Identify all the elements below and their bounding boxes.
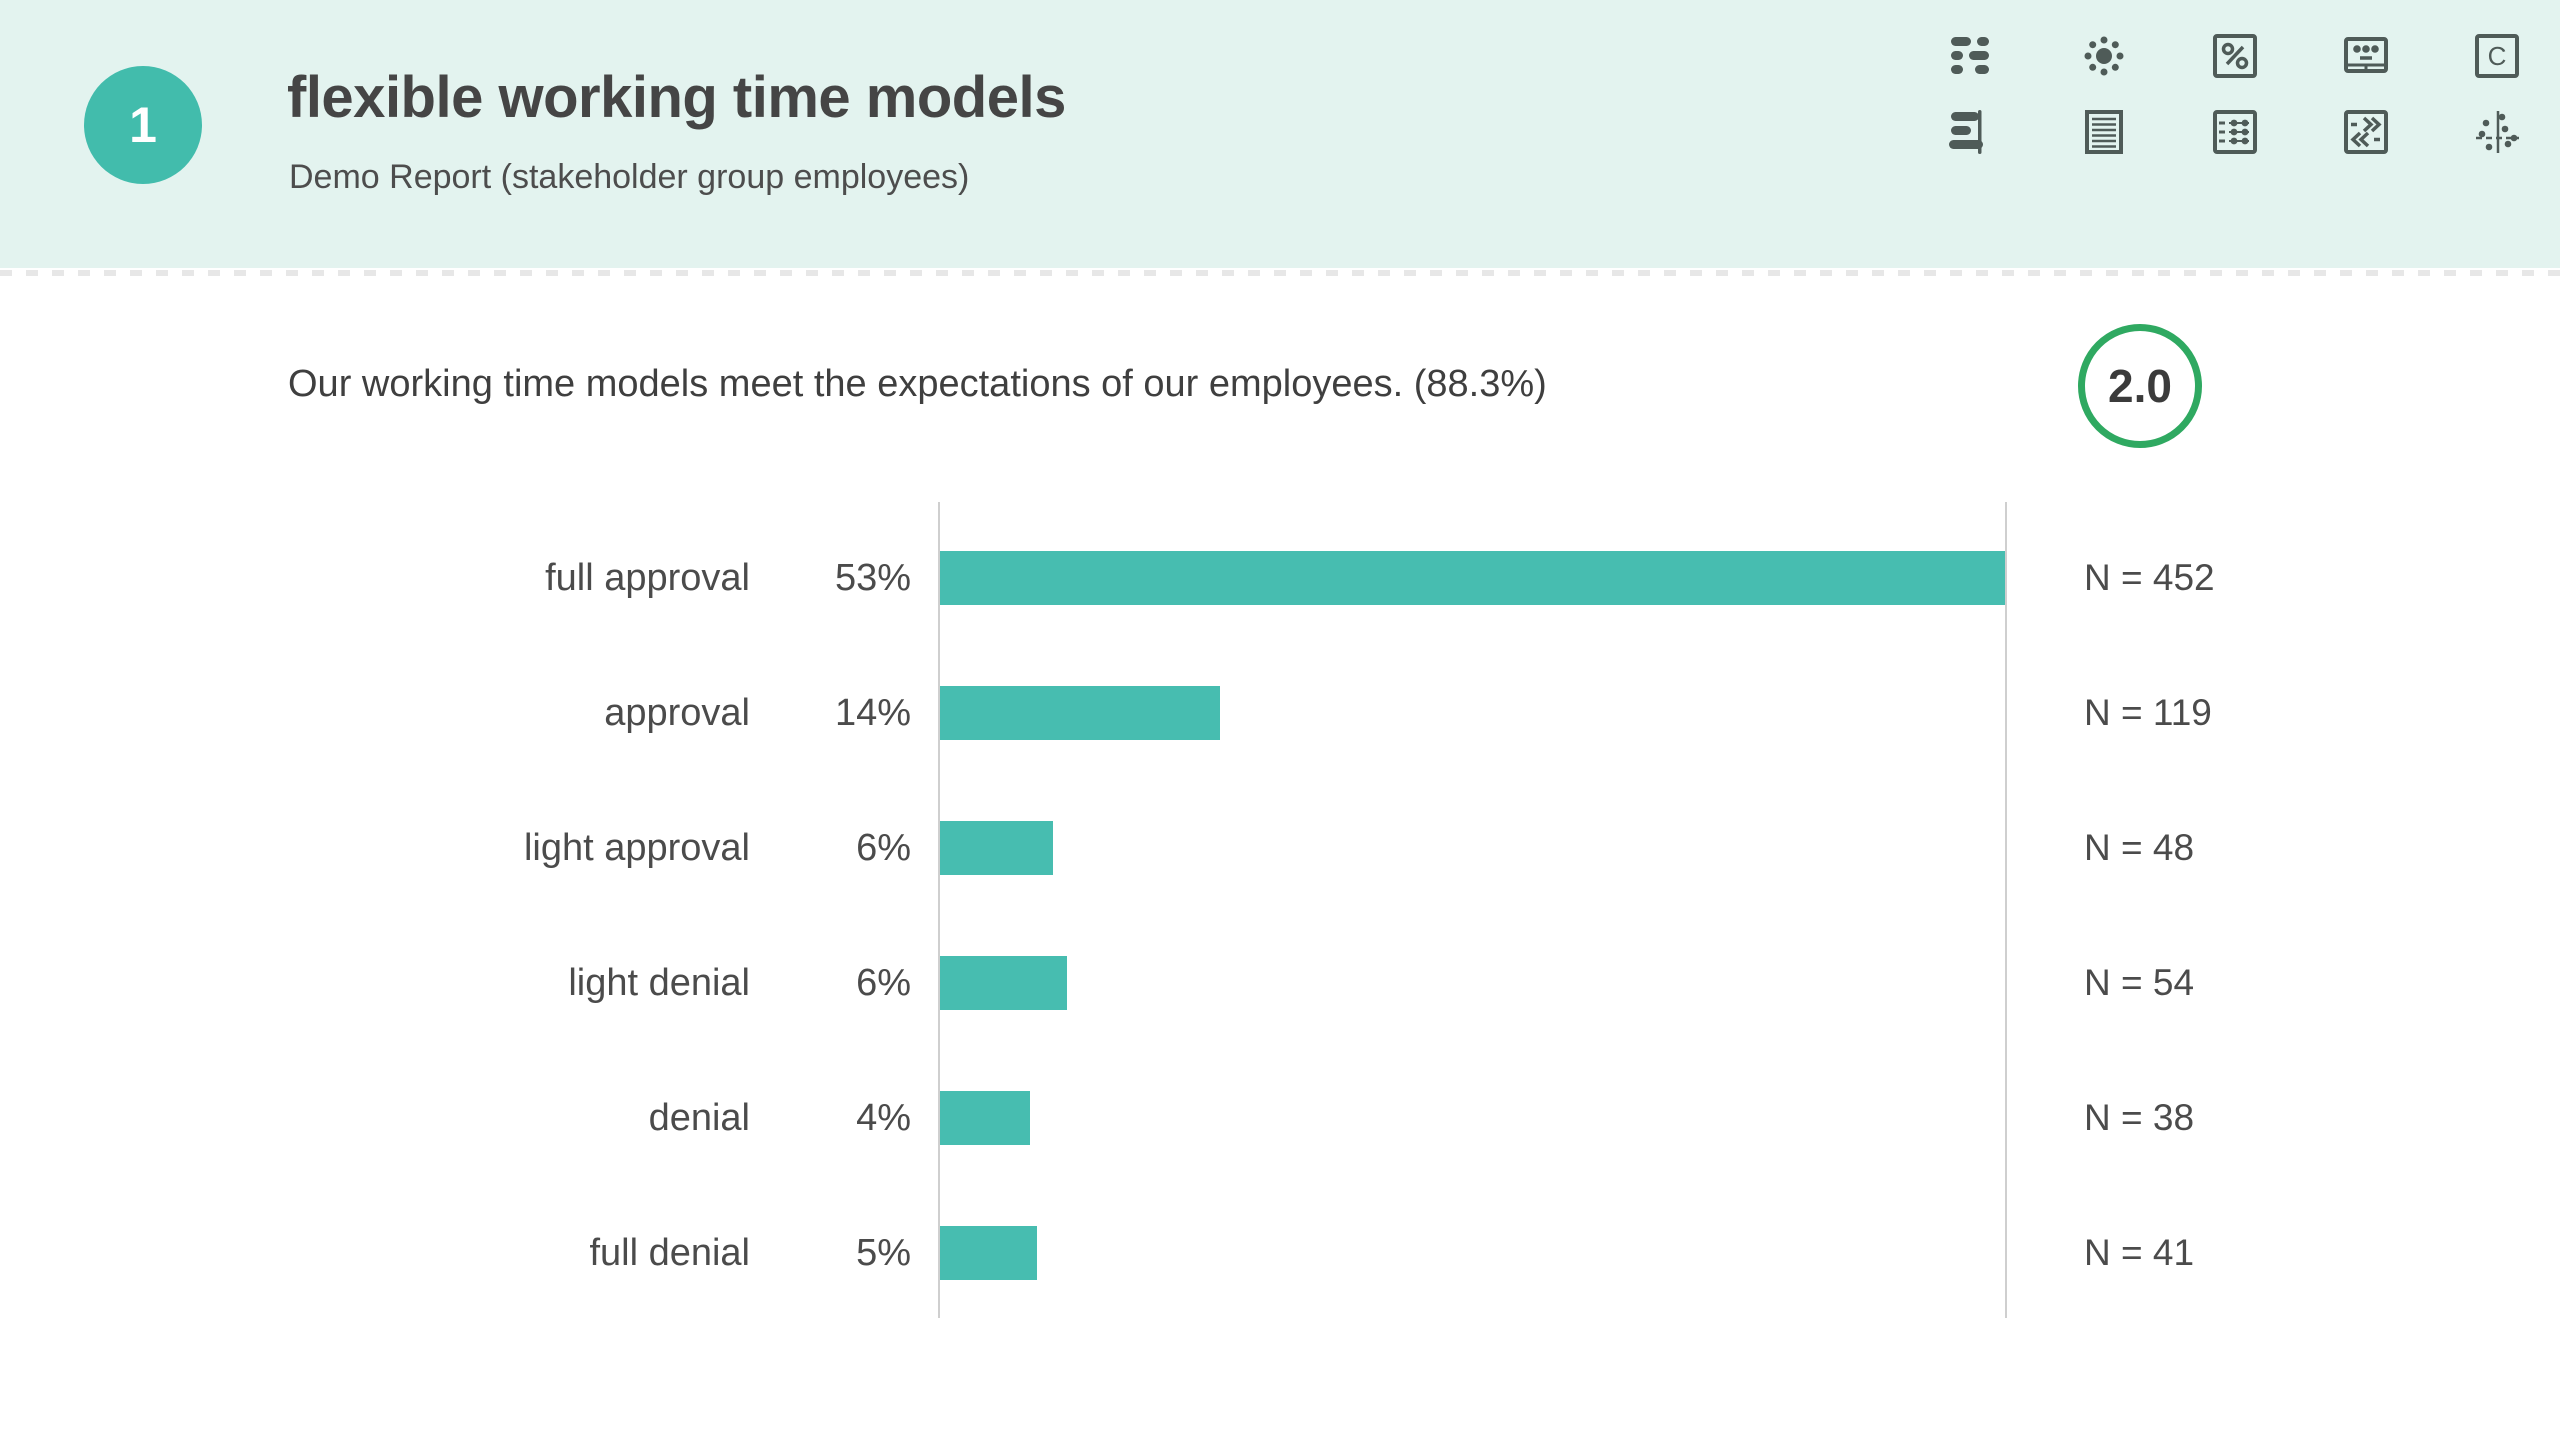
n-label: N = 38: [2084, 1097, 2195, 1138]
legend-pills-icon[interactable]: [1947, 30, 1999, 82]
category-label: light denial: [568, 962, 750, 1004]
percent-label: 4%: [856, 1097, 911, 1139]
header: 1 flexible working time models Demo Repo…: [0, 0, 2560, 268]
percent-label: 5%: [856, 1232, 911, 1274]
bar: [940, 686, 1220, 740]
dashed-separator: [0, 270, 2560, 276]
toolbar: C: [1947, 30, 2523, 158]
chart-axis-baseline: [938, 502, 940, 1318]
n-label: N = 119: [2084, 692, 2212, 733]
percent-label: 53%: [834, 557, 911, 599]
svg-text:C: C: [2488, 41, 2507, 71]
bar: [940, 1091, 1030, 1145]
page-title: flexible working time models: [287, 65, 1066, 130]
percent-label: 6%: [856, 962, 911, 1004]
bar: [940, 956, 1067, 1010]
category-label: approval: [604, 692, 750, 734]
category-label: light approval: [523, 827, 750, 869]
chart-axis-max-line: [2005, 502, 2007, 1318]
percent-label: 6%: [856, 827, 911, 869]
matrix-box-icon[interactable]: [2209, 106, 2261, 158]
sun-dots-icon[interactable]: [2078, 30, 2130, 82]
document-icon[interactable]: [2078, 106, 2130, 158]
bar: [940, 551, 2005, 605]
category-label: denial: [648, 1097, 750, 1139]
percent-label: 14%: [834, 692, 911, 734]
n-label: N = 452: [2084, 557, 2215, 598]
question-text: Our working time models meet the expecta…: [288, 363, 1547, 405]
category-label: full denial: [589, 1232, 750, 1274]
question-number-badge: 1: [84, 66, 202, 184]
bar-chart-icon[interactable]: [1947, 106, 1999, 158]
percent-box-icon[interactable]: [2209, 30, 2261, 82]
bar: [940, 1226, 1037, 1280]
n-label: N = 48: [2084, 827, 2195, 868]
score-value: 2.0: [2108, 360, 2172, 412]
compare-arrows-icon[interactable]: [2340, 106, 2392, 158]
c-box-icon[interactable]: C: [2471, 30, 2523, 82]
n-label: N = 54: [2084, 962, 2195, 1003]
n-label: N = 41: [2084, 1232, 2195, 1273]
score-badge: 2.0: [2078, 324, 2202, 448]
bar: [940, 821, 1053, 875]
screen-values-icon[interactable]: [2340, 30, 2392, 82]
page-subtitle: Demo Report (stakeholder group employees…: [289, 158, 970, 196]
scatter-plot-icon[interactable]: [2471, 106, 2523, 158]
question-number: 1: [129, 97, 157, 153]
category-label: full approval: [545, 557, 750, 599]
